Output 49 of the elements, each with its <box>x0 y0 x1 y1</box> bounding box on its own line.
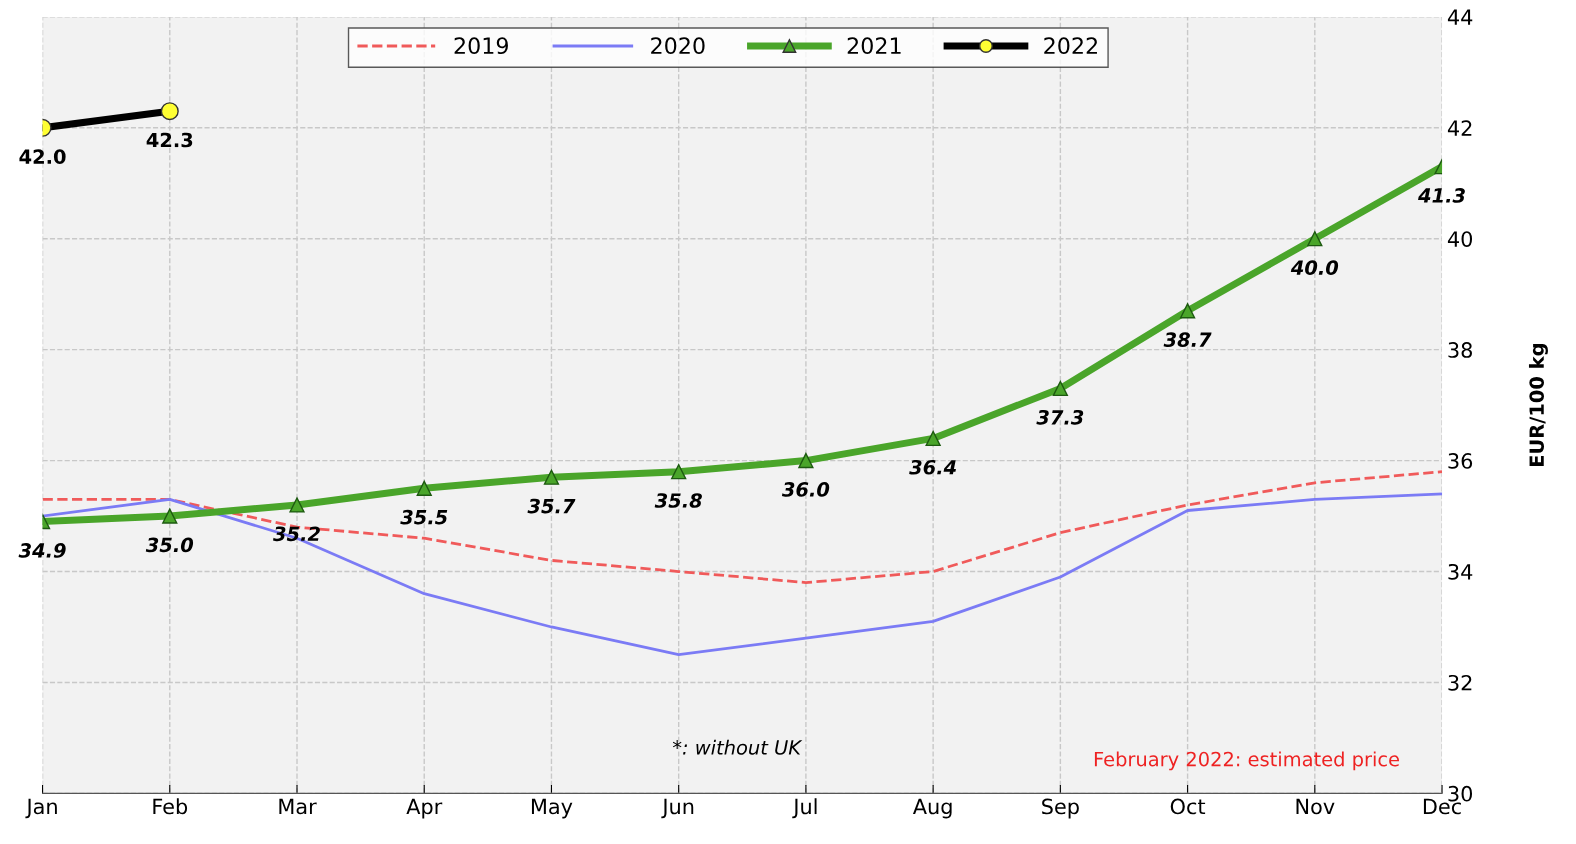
x-tick-label: Apr <box>406 798 443 819</box>
data-label: 41.3 <box>1418 188 1465 203</box>
y-axis-title: EUR/100 kg <box>1528 344 1548 467</box>
data-label: 42.3 <box>146 132 193 148</box>
data-label: 36.4 <box>909 459 956 475</box>
data-label: 35.5 <box>400 509 448 525</box>
data-label: 36.0 <box>781 482 830 497</box>
point <box>1052 380 1069 397</box>
x-tick-label: Mar <box>279 798 317 815</box>
data-label: 42.0 <box>19 149 66 164</box>
data-label: 35.8 <box>654 493 702 508</box>
point <box>289 497 305 513</box>
point <box>671 464 687 480</box>
annotation: *: without UK <box>672 739 803 755</box>
x-tick-label: Aug <box>912 798 952 819</box>
x-tick-label: Sep <box>1042 798 1079 819</box>
point <box>925 430 941 447</box>
point <box>416 480 432 496</box>
point <box>1179 303 1196 319</box>
legend-label: 2021 <box>847 37 901 55</box>
x-tick-label: May <box>531 798 573 819</box>
point <box>1307 231 1323 247</box>
x-tick-label: Jun <box>661 798 694 819</box>
legend-label: 2019 <box>454 37 508 55</box>
y-tick-label: 40 <box>1447 231 1473 247</box>
data-label: 35.7 <box>527 498 576 514</box>
point <box>798 452 814 469</box>
legend-label: 2020 <box>651 37 705 55</box>
data-label: 35.0 <box>145 537 194 553</box>
data-label: 34.9 <box>18 543 66 558</box>
legend-label: 2022 <box>1044 37 1097 55</box>
x-tick-label: Jul <box>792 798 817 819</box>
y-tick-label: 44 <box>1447 9 1473 25</box>
y-tick-label: 38 <box>1448 342 1472 358</box>
y-tick-label: 42 <box>1447 120 1472 136</box>
x-tick-label: Nov <box>1296 798 1335 815</box>
x-tick-label: Oct <box>1170 798 1206 815</box>
data-label: 37.3 <box>1036 409 1084 425</box>
y-tick-label: 34 <box>1448 563 1473 580</box>
x-tick-label: Feb <box>153 798 188 815</box>
y-tick-label: 36 <box>1448 453 1473 469</box>
point <box>162 508 178 524</box>
x-tick-label: Jan <box>25 798 57 819</box>
data-label: 40.0 <box>1290 260 1339 275</box>
annotation: February 2022: estimated price <box>1094 751 1400 771</box>
data-label: 38.7 <box>1163 332 1212 348</box>
point <box>543 469 560 485</box>
data-label: 35.2 <box>273 526 320 542</box>
y-tick-label: 32 <box>1448 674 1472 691</box>
